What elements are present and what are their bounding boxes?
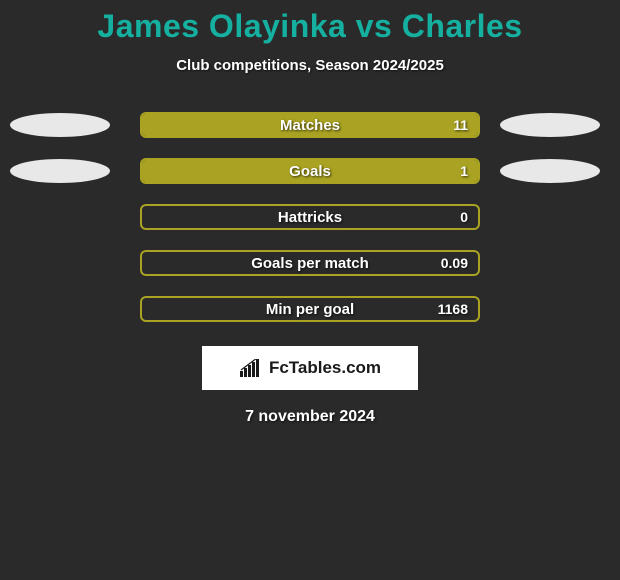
fctables-logo: FcTables.com: [202, 346, 418, 390]
stat-value: 0.09: [441, 255, 468, 271]
stat-rows: Matches 11 Goals 1 Hattricks 0: [0, 112, 620, 322]
player-left-oval: [10, 159, 110, 183]
stat-row-matches: Matches 11: [0, 112, 620, 138]
comparison-infographic: James Olayinka vs Charles Club competiti…: [0, 0, 620, 426]
stat-row-goals: Goals 1: [0, 158, 620, 184]
page-title: James Olayinka vs Charles: [0, 8, 620, 45]
player-right-oval: [500, 113, 600, 137]
date-label: 7 november 2024: [0, 408, 620, 426]
stat-label: Matches: [280, 117, 340, 134]
logo-text: FcTables.com: [269, 358, 381, 378]
stat-bar: Goals 1: [140, 158, 480, 184]
stat-label: Goals per match: [251, 255, 369, 272]
player-right-oval: [500, 159, 600, 183]
subtitle: Club competitions, Season 2024/2025: [0, 57, 620, 74]
stat-label: Min per goal: [266, 301, 354, 318]
player-left-oval: [10, 113, 110, 137]
stat-value: 1: [460, 163, 468, 179]
stat-value: 1168: [438, 301, 468, 317]
stat-label: Goals: [289, 163, 331, 180]
stat-bar: Hattricks 0: [140, 204, 480, 230]
bar-chart-icon: [239, 359, 263, 377]
stat-bar: Min per goal 1168: [140, 296, 480, 322]
stat-row-min-per-goal: Min per goal 1168: [0, 296, 620, 322]
stat-bar: Goals per match 0.09: [140, 250, 480, 276]
stat-bar: Matches 11: [140, 112, 480, 138]
stat-value: 11: [453, 117, 468, 133]
stat-label: Hattricks: [278, 209, 342, 226]
stat-row-hattricks: Hattricks 0: [0, 204, 620, 230]
stat-value: 0: [460, 209, 468, 225]
stat-row-goals-per-match: Goals per match 0.09: [0, 250, 620, 276]
